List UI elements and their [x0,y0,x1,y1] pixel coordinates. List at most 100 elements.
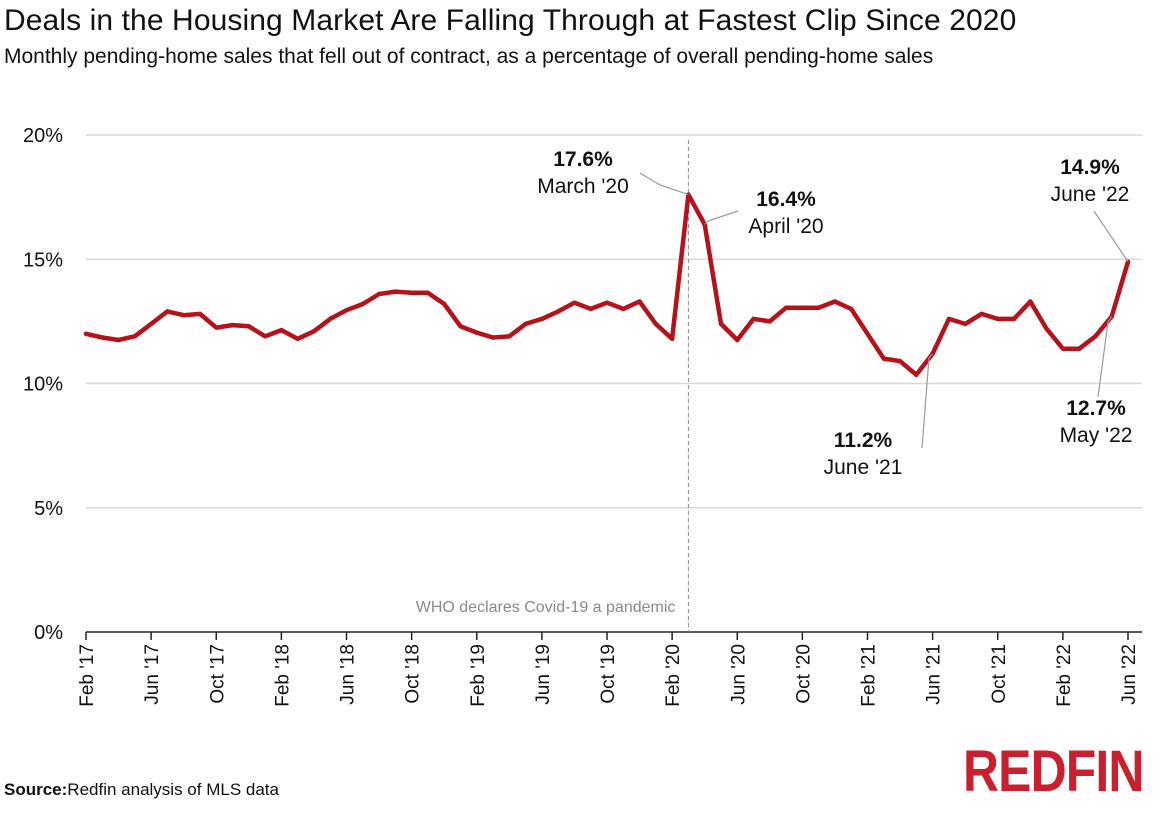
y-tick-label: 10% [23,374,63,396]
annotation-value: 11.2% [834,429,893,452]
data-point [572,300,577,305]
source-label: Source: [4,780,68,799]
y-tick-label: 20% [23,125,63,147]
annotation-leader [1097,316,1113,398]
x-tick-label: Oct '19 [598,644,619,704]
data-point [165,309,170,314]
x-tick-label: Feb '22 [1054,644,1075,707]
x-tick-label: Jun '17 [142,644,163,705]
annotation-value: 16.4% [756,188,816,211]
data-point [946,316,952,322]
data-point [425,290,431,295]
data-point [1060,346,1066,351]
data-point [735,337,740,343]
data-point [800,305,805,310]
data-point [328,316,333,322]
data-point [783,305,789,310]
data-point [132,334,137,339]
data-point [995,316,1000,322]
data-point [246,324,251,329]
data-point [83,331,89,336]
annotation-leader [639,172,689,196]
source-note: Source:Redfin analysis of MLS data [4,780,279,800]
x-tick-label: Feb '19 [468,644,489,707]
data-point [490,335,496,340]
x-tick-label: Oct '18 [403,644,424,704]
data-point [360,301,365,307]
series-group [83,192,1131,378]
x-tick-label: Jun '22 [1119,644,1140,705]
annotation-value: 14.9% [1060,156,1120,179]
data-point [588,306,593,312]
data-point [849,306,854,312]
data-point [442,301,447,307]
x-tick-label: Feb '20 [663,644,684,707]
data-point [279,327,284,333]
data-point [963,321,968,327]
data-point [556,309,561,314]
data-point [393,289,398,294]
annotation-date: March '20 [537,175,629,198]
source-text: Redfin analysis of MLS data [67,780,279,799]
redfin-logo: REDFIN [963,739,1144,804]
data-point [148,321,154,327]
chart-title: Deals in the Housing Market Are Falling … [4,4,1017,37]
chart-subtitle: Monthly pending-home sales that fell out… [4,45,934,68]
pandemic-reference-label: WHO declares Covid-19 a pandemic [416,599,676,616]
data-point [637,299,642,304]
reference-line-group: WHO declares Covid-19 a pandemic [416,140,689,632]
data-point [262,334,268,339]
data-point [409,290,414,295]
annotation-date: June '22 [1051,183,1130,206]
data-point [376,291,382,297]
data-point [1077,346,1082,351]
data-point [197,311,203,317]
data-point [344,308,349,313]
annotation-value: 12.7% [1066,397,1126,420]
x-tick-label: Jun '21 [924,644,945,705]
annotation-leader [921,353,934,449]
annotation-leader [1093,210,1129,263]
x-tick-label: Jun '20 [728,644,749,705]
annotation-leader [704,210,739,225]
x-tick-label: Jun '18 [338,644,359,705]
x-axis: Feb '17 Jun '17 Oct '17 Feb '18 Jun '18 Oct '… [77,632,1140,707]
data-point [116,337,121,343]
data-point [751,316,756,322]
data-point [230,322,235,328]
x-tick-label: Oct '21 [989,644,1010,704]
data-point [1093,334,1098,339]
data-point [669,336,675,341]
data-point [1044,326,1049,331]
data-point [1028,299,1033,304]
data-point [653,321,658,327]
data-point [539,316,545,322]
annotation-date: April '20 [748,215,823,238]
data-point [181,313,186,318]
x-tick-label: Feb '18 [272,644,293,707]
data-point [914,372,919,377]
data-point [295,336,300,341]
data-point [100,335,105,340]
data-point [881,356,886,361]
data-point [979,311,984,317]
x-tick-label: Oct '17 [207,644,228,704]
data-point [523,321,528,327]
data-point [604,300,610,305]
data-point [1011,316,1017,322]
data-point [311,329,317,334]
data-point [865,331,870,336]
grid-lines [86,134,1142,633]
annotations-group: 17.6% March '20 16.4% April '20 14.9% June '2… [537,148,1132,479]
annotation-date: May '22 [1060,424,1133,447]
x-tick-label: Feb '21 [859,644,880,707]
y-tick-label: 0% [34,622,63,644]
data-point [458,324,463,329]
x-tick-label: Feb '17 [77,644,98,707]
data-point [897,358,903,364]
data-point [816,305,821,310]
data-point [621,306,626,312]
data-point [718,321,724,327]
y-tick-label: 5% [34,498,63,520]
data-point [767,319,772,324]
